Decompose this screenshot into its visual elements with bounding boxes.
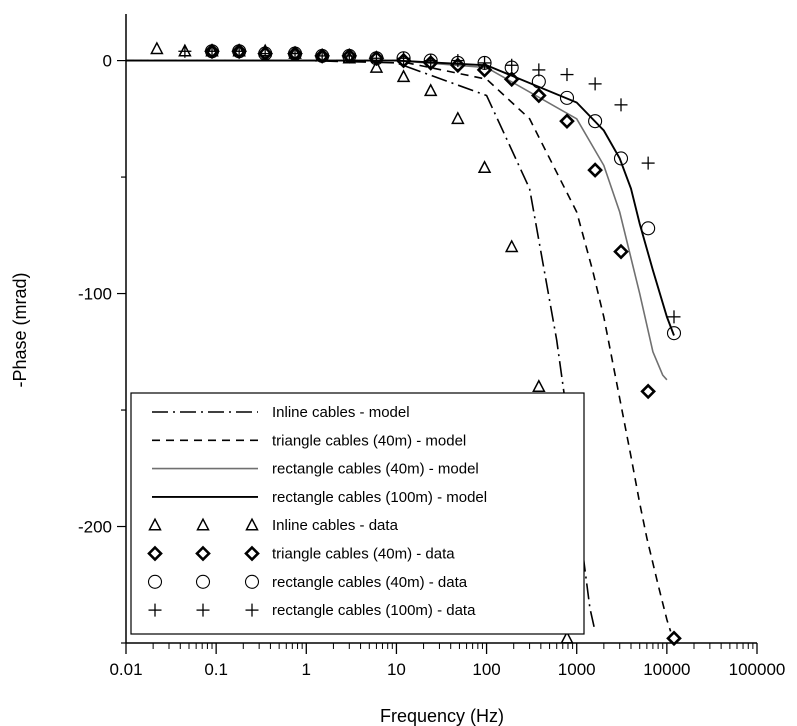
plus-marker: [342, 49, 356, 63]
legend: Inline cables - model triangle cables (40…: [130, 392, 585, 635]
plus-marker: [451, 54, 465, 68]
y-tick-label: -200: [78, 518, 112, 537]
diamond-marker: [503, 71, 520, 88]
plus-marker: [478, 56, 492, 70]
diamond-marker: [666, 630, 682, 647]
legend-plus-marker: [245, 603, 259, 617]
legend-triangle-marker: [245, 517, 259, 531]
legend-entry-label: rectangle cables (40m) - model: [272, 461, 479, 478]
legend-entry-label: triangle cables (40m) - model: [272, 432, 466, 449]
series-inline-cables-model: [126, 59, 596, 632]
legend-diamond-marker: [244, 545, 260, 562]
plus-marker: [288, 47, 302, 61]
y-axis-label: -Phase (mrad): [10, 272, 30, 387]
plus-marker: [560, 68, 574, 82]
x-tick-label: 0.1: [204, 660, 228, 679]
circle-marker: [588, 114, 603, 129]
plus-marker: [424, 54, 438, 68]
series-line: [126, 59, 675, 336]
plus-marker: [369, 51, 383, 65]
triangle-marker: [532, 379, 546, 392]
plus-marker: [397, 51, 411, 65]
triangle-marker: [150, 41, 164, 55]
triangle-marker: [560, 630, 574, 644]
series-line: [126, 59, 668, 381]
diamond-marker: [559, 113, 575, 130]
plus-marker: [641, 156, 655, 170]
legend-triangle-marker: [148, 517, 162, 531]
legend-box: [130, 392, 585, 635]
diamond-marker: [640, 383, 656, 400]
x-tick-label: 100: [472, 660, 500, 679]
legend-entry-label: rectangle cables (100m) - model: [272, 489, 487, 506]
legend-entry-label: rectangle cables (100m) - data: [272, 602, 476, 619]
series-rectangle-cables-100m-model: [126, 59, 675, 336]
plus-marker: [614, 98, 628, 112]
plus-marker: [588, 77, 602, 91]
triangle-marker: [504, 239, 519, 253]
diamond-marker: [587, 162, 603, 178]
plus-marker: [178, 44, 192, 58]
legend-diamond-marker: [195, 545, 211, 562]
triangle-marker: [451, 111, 465, 125]
legend-plus-marker: [148, 603, 162, 617]
x-tick-label: 10: [387, 660, 406, 679]
legend-circle-marker: [195, 574, 211, 589]
circle-marker: [641, 221, 656, 236]
triangle-marker: [396, 69, 411, 83]
series-triangle-cables-40m-model: [126, 59, 672, 632]
x-tick-label: 100000: [729, 660, 786, 679]
plus-marker: [315, 49, 329, 63]
legend-entry-label: Inline cables - model: [272, 404, 410, 421]
plus-marker: [532, 63, 546, 77]
legend-entry-label: Inline cables - data: [272, 517, 399, 534]
plus-marker: [505, 58, 519, 72]
series-rectangle-cables-100m-data: [178, 44, 681, 324]
diamond-marker: [613, 243, 629, 260]
circle-marker: [666, 326, 682, 341]
x-tick-label: 10000: [643, 660, 690, 679]
triangle-marker: [369, 59, 384, 73]
diamond-marker: [449, 57, 466, 74]
triangle-marker: [423, 83, 438, 97]
diamond-marker: [530, 87, 547, 104]
x-tick-label: 0.01: [109, 660, 142, 679]
series-line: [126, 59, 596, 632]
legend-entry-label: rectangle cables (40m) - data: [272, 574, 468, 591]
series-rectangle-cables-40m-model: [126, 59, 668, 381]
x-tick-label: 1000: [558, 660, 596, 679]
y-tick-label: 0: [103, 52, 112, 71]
circle-marker: [613, 151, 629, 166]
triangle-marker: [477, 160, 492, 174]
series-rectangle-cables-40m-data: [204, 44, 682, 341]
series-layer: [126, 41, 682, 647]
axes: 0.01 0.1 1 10 100 1000 10000 100000 0 -100 -200: [78, 14, 785, 679]
x-tick-label: 1: [302, 660, 311, 679]
legend-circle-marker: [244, 574, 260, 589]
legend-entry-label: triangle cables (40m) - data: [272, 546, 455, 563]
legend-diamond-marker: [147, 545, 163, 562]
plus-marker: [232, 44, 246, 58]
x-axis-label: Frequency (Hz): [380, 706, 504, 726]
plus-marker: [205, 44, 219, 58]
series-line: [126, 59, 672, 632]
legend-plus-marker: [196, 603, 210, 617]
circle-marker: [559, 90, 575, 105]
legend-circle-marker: [147, 574, 163, 589]
y-tick-label: -100: [78, 285, 112, 304]
plus-marker: [258, 47, 272, 61]
plus-marker: [667, 310, 681, 324]
legend-triangle-marker: [196, 517, 210, 531]
